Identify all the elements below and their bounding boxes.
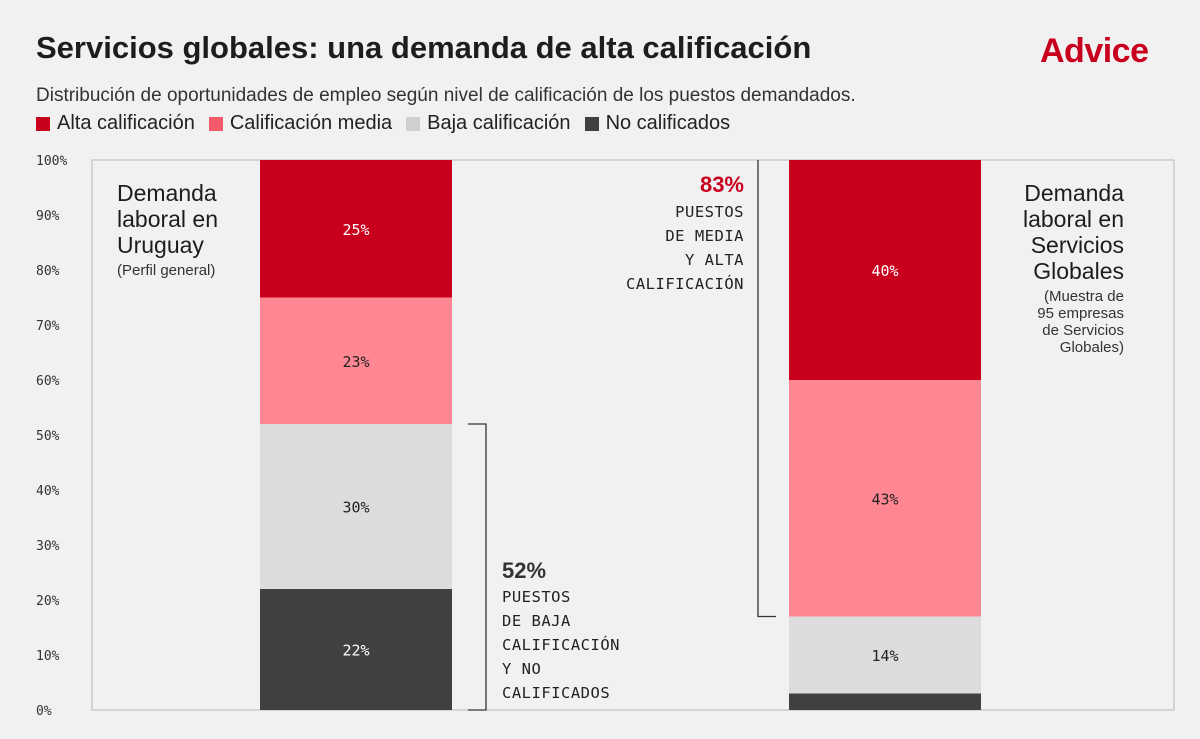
y-tick-label: 50% bbox=[36, 429, 60, 444]
chart-title: Servicios globales: una demanda de alta … bbox=[36, 30, 812, 65]
legend-swatch-no bbox=[584, 116, 599, 131]
bar-segment-no-calificados bbox=[260, 589, 452, 710]
legend-item-media: Calificación media bbox=[208, 112, 393, 135]
bar-segment-calificacion-media bbox=[260, 297, 452, 424]
data-label: 40% bbox=[871, 262, 898, 280]
annotation-high-value: 83% bbox=[699, 172, 744, 197]
legend-label-baja: Baja calificación bbox=[427, 112, 571, 134]
annotation-low-text: PUESTOS DE BAJA CALIFICACIÓN Y NO CALIFI… bbox=[502, 588, 620, 702]
panel-title-uruguay: Demanda laboral en Uruguay bbox=[117, 180, 219, 258]
chart-subtitle: Distribución de oportunidades de empleo … bbox=[36, 85, 856, 106]
legend-item-alta: Alta calificación bbox=[36, 112, 195, 135]
data-label: 25% bbox=[342, 221, 369, 239]
y-tick-label: 0% bbox=[36, 704, 52, 719]
y-tick-label: 30% bbox=[36, 539, 60, 554]
y-tick-label: 100% bbox=[36, 154, 67, 169]
annotation-high-text: PUESTOS DE MEDIA Y ALTA CALIFICACIÓN bbox=[626, 203, 744, 293]
data-label: 22% bbox=[342, 642, 369, 660]
panel-title-servicios: Demanda laboral en Servicios Globales bbox=[1022, 180, 1124, 284]
data-label: 23% bbox=[342, 353, 369, 371]
plot-frame bbox=[91, 159, 1175, 711]
legend-label-no: No calificados bbox=[605, 112, 731, 134]
bar-segment-baja-calificacion bbox=[789, 616, 981, 694]
data-label: 30% bbox=[342, 499, 369, 517]
legend-label-media: Calificación media bbox=[229, 112, 393, 134]
legend: Alta calificación Calificación media Baj… bbox=[36, 112, 730, 135]
y-tick-label: 20% bbox=[36, 594, 60, 609]
legend-label-alta: Alta calificación bbox=[57, 112, 195, 134]
bar-segment-alta-calificacion bbox=[260, 160, 452, 298]
y-tick-label: 60% bbox=[36, 374, 60, 389]
y-tick-label: 80% bbox=[36, 264, 60, 279]
panel-note-uruguay: (Perfil general) bbox=[117, 262, 216, 279]
legend-item-baja: Baja calificación bbox=[406, 112, 571, 135]
bar-segment-no-calificados bbox=[789, 693, 981, 710]
legend-swatch-media bbox=[208, 116, 223, 131]
y-tick-label: 90% bbox=[36, 209, 60, 224]
y-tick-label: 70% bbox=[36, 319, 60, 334]
y-tick-label: 40% bbox=[36, 484, 60, 499]
bar-segment-baja-calificacion bbox=[260, 424, 452, 589]
y-tick-label: 10% bbox=[36, 649, 60, 664]
bracket-high bbox=[757, 160, 776, 618]
legend-swatch-baja bbox=[406, 116, 421, 131]
data-label: 14% bbox=[871, 647, 898, 665]
legend-item-no: No calificados bbox=[584, 112, 731, 135]
panel-note-servicios: (Muestra de 95 empresas de Servicios Glo… bbox=[1037, 288, 1124, 356]
advice-logo: Advice bbox=[1040, 32, 1149, 70]
bar-segment-alta-calificacion bbox=[789, 160, 981, 380]
annotation-low-value: 52% bbox=[502, 558, 547, 583]
data-label: 43% bbox=[871, 490, 898, 508]
bar-segment-calificacion-media bbox=[789, 380, 981, 617]
bracket-low bbox=[468, 423, 487, 711]
legend-swatch-alta bbox=[36, 116, 50, 131]
